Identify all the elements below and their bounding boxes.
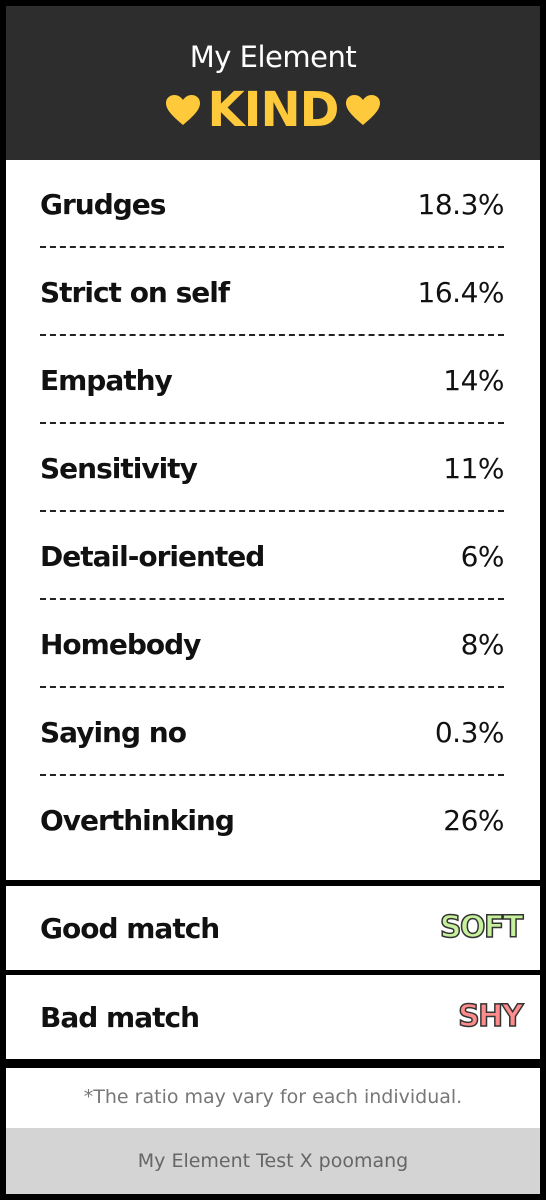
- trait-label: Overthinking: [40, 804, 235, 837]
- trait-value: 8%: [460, 628, 505, 661]
- trait-row: Saying no 0.3%: [40, 688, 505, 776]
- trait-value: 6%: [460, 540, 505, 573]
- trait-row: Grudges 18.3%: [40, 160, 505, 248]
- subtitle: My Element: [189, 40, 357, 74]
- dashed-divider: [40, 246, 504, 248]
- note: *The ratio may vary for each individual.: [6, 1068, 540, 1128]
- trait-label: Empathy: [40, 364, 173, 397]
- title: KIND: [207, 82, 339, 138]
- match-value: SHY: [457, 998, 524, 1035]
- footer: My Element Test X poomang: [6, 1128, 540, 1194]
- trait-label: Homebody: [40, 628, 201, 661]
- trait-row: Detail-oriented 6%: [40, 512, 505, 600]
- trait-row: Homebody 8%: [40, 600, 505, 688]
- dashed-divider: [40, 686, 504, 688]
- dashed-divider: [40, 774, 504, 776]
- match-value: SOFT: [439, 909, 524, 946]
- match-label: Bad match: [40, 1001, 200, 1034]
- trait-label: Sensitivity: [40, 452, 198, 485]
- match-row: Good match SOFT: [6, 886, 540, 970]
- trait-list: Grudges 18.3% Strict on self 16.4% Empathy 14…: [6, 160, 540, 880]
- trait-label: Grudges: [40, 188, 166, 221]
- trait-value: 26%: [443, 804, 504, 837]
- trait-value: 11%: [443, 452, 504, 485]
- trait-row: Sensitivity 11%: [40, 424, 504, 512]
- dashed-divider: [40, 598, 504, 600]
- dashed-divider: [40, 422, 504, 424]
- trait-label: Saying no: [40, 716, 187, 749]
- dashed-divider: [40, 510, 504, 512]
- heart-icon: [166, 95, 201, 125]
- match-row: Bad match SHY: [6, 975, 540, 1059]
- trait-label: Detail-oriented: [40, 540, 265, 573]
- header: My Element KIND: [6, 6, 540, 160]
- trait-row: Strict on self 16.4%: [40, 248, 505, 336]
- title-row: KIND: [6, 82, 540, 138]
- trait-value: 14%: [443, 364, 504, 397]
- trait-row: Overthinking 26%: [40, 776, 504, 864]
- trait-value: 0.3%: [434, 716, 505, 749]
- trait-value: 16.4%: [417, 276, 505, 309]
- dashed-divider: [40, 334, 504, 336]
- trait-value: 18.3%: [417, 188, 505, 221]
- match-label: Good match: [40, 912, 220, 945]
- trait-label: Strict on self: [40, 276, 230, 309]
- heart-icon: [345, 95, 380, 125]
- trait-row: Empathy 14%: [40, 336, 504, 424]
